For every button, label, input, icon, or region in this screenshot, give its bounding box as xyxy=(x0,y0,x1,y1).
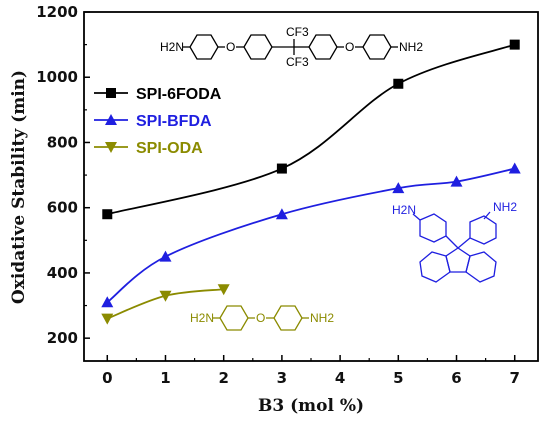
x-tick-label: 3 xyxy=(277,369,287,387)
series-spi-bfda xyxy=(101,162,521,308)
data-point xyxy=(159,290,172,302)
oda-right-amine: NH2 xyxy=(310,311,334,325)
data-point xyxy=(217,284,230,296)
legend-item: SPI-ODA xyxy=(94,140,203,157)
6foda-bottom-group: CF3 xyxy=(286,55,309,69)
data-point xyxy=(392,182,405,194)
legend-item: SPI-BFDA xyxy=(94,113,212,130)
bfda-left-amine: H2N xyxy=(392,203,416,217)
x-tick-label: 4 xyxy=(335,369,345,387)
6foda-ring-2 xyxy=(243,34,273,60)
structure-bfda: H2N NH2 xyxy=(392,200,517,283)
y-tick-label: 400 xyxy=(47,264,78,282)
y-tick-label: 200 xyxy=(47,329,78,347)
oda-left-amine: H2N xyxy=(190,311,214,325)
plot-frame xyxy=(83,11,539,362)
legend-swatch-marker xyxy=(106,88,116,98)
series-spi-6foda xyxy=(102,39,520,220)
data-point xyxy=(509,39,520,50)
6foda-bridge-1: O xyxy=(226,40,235,54)
y-axis-ticks: 200 400 600 800 1000 1200 xyxy=(36,3,90,347)
plot-area xyxy=(83,11,539,362)
x-tick-label: 5 xyxy=(393,369,403,387)
structure-oda: H2N O NH2 xyxy=(190,305,334,331)
legend-item: SPI-6FODA xyxy=(94,86,222,103)
6foda-ring-1 xyxy=(189,34,219,60)
legend: SPI-6FODA SPI-BFDA SPI-ODA xyxy=(94,86,222,157)
data-point xyxy=(450,175,463,187)
6foda-ring-3 xyxy=(308,34,338,60)
data-point xyxy=(508,162,521,174)
legend-label: SPI-6FODA xyxy=(136,86,222,103)
6foda-top-group: CF3 xyxy=(286,25,309,39)
y-tick-label: 800 xyxy=(47,133,78,151)
y-tick-label: 600 xyxy=(47,199,78,217)
6foda-bridge-2: O xyxy=(345,40,354,54)
bfda-fluorene-five-ring xyxy=(445,247,471,273)
x-tick-label: 1 xyxy=(160,369,170,387)
series-layer xyxy=(101,39,521,325)
bfda-ring-left xyxy=(419,213,447,243)
data-point xyxy=(275,208,288,220)
x-tick-label: 0 xyxy=(102,369,112,387)
x-axis-ticks: 0 1 2 3 4 5 6 7 xyxy=(102,355,520,387)
data-point xyxy=(393,78,404,89)
bfda-right-amine: NH2 xyxy=(493,200,517,214)
x-axis-title: B3 (mol %) xyxy=(258,396,364,416)
bfda-fluorene-ring-left xyxy=(419,251,451,283)
data-point xyxy=(102,209,113,220)
structure-6foda: H2N O CF3 CF3 O NH2 xyxy=(160,25,423,69)
x-tick-label: 7 xyxy=(509,369,519,387)
data-point xyxy=(159,250,172,262)
data-point xyxy=(101,296,114,308)
legend-swatch-marker xyxy=(105,114,117,125)
series-spi-oda xyxy=(101,284,230,325)
bfda-fluorene-ring-right xyxy=(465,251,497,283)
6foda-left-amine: H2N xyxy=(160,40,184,54)
oda-bridge: O xyxy=(256,311,265,325)
oda-ring-1 xyxy=(219,305,249,331)
x-tick-label: 6 xyxy=(451,369,461,387)
legend-label: SPI-ODA xyxy=(136,140,203,157)
y-axis-title: Oxidative Stability (min) xyxy=(9,70,29,304)
legend-label: SPI-BFDA xyxy=(136,113,212,130)
6foda-right-amine: NH2 xyxy=(399,40,423,54)
series-line xyxy=(107,43,516,216)
6foda-ring-4 xyxy=(362,34,392,60)
y-tick-label: 1000 xyxy=(36,68,78,86)
oda-ring-2 xyxy=(273,305,303,331)
x-tick-label: 2 xyxy=(218,369,228,387)
bfda-ring-right xyxy=(469,215,497,245)
data-point xyxy=(276,163,287,174)
series-line xyxy=(106,167,515,303)
y-tick-label: 1200 xyxy=(36,3,78,21)
data-point xyxy=(101,313,114,325)
legend-swatch-marker xyxy=(105,142,117,153)
